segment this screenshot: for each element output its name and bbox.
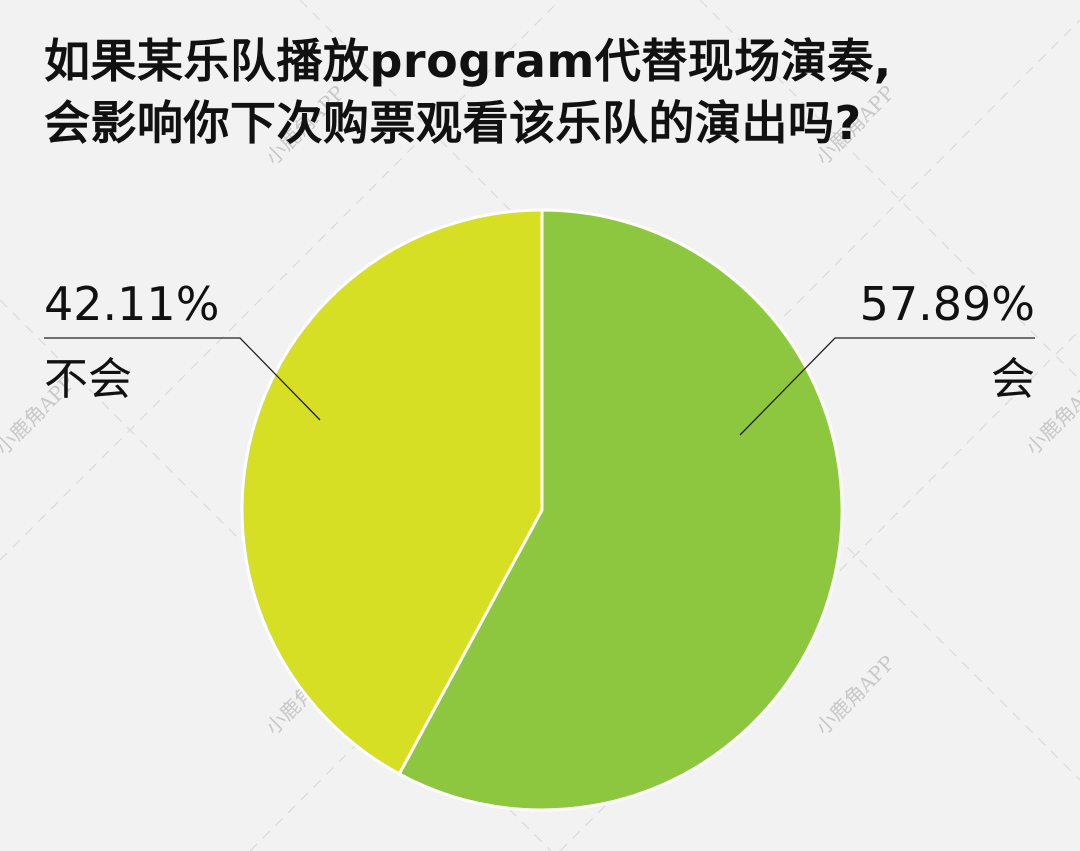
pie-slices <box>240 208 844 812</box>
slice-category-label-0: 会 <box>991 354 1035 405</box>
chart-title-line-2: 会影响你下次购票观看该乐队的演出吗? <box>44 96 862 150</box>
slice-percent-label-0: 57.89% <box>860 277 1035 331</box>
leader-line-1 <box>44 337 321 421</box>
watermark-text: 小鹿角APP <box>811 651 900 740</box>
watermark-line <box>299 0 1080 781</box>
watermark-line <box>249 19 1080 851</box>
leader-lines <box>44 337 1035 436</box>
slice-percent-label-1: 42.11% <box>44 277 219 331</box>
chart-title-line-1: 如果某乐队播放program代替现场演奏, <box>44 34 892 88</box>
slice-category-label-1: 不会 <box>44 354 132 405</box>
chart-title: 如果某乐队播放program代替现场演奏, 会影响你下次购票观看该乐队的演出吗? <box>44 30 1044 154</box>
watermark-line <box>0 0 561 561</box>
pie-slice-1 <box>240 208 544 776</box>
slice-labels: 57.89% 会 42.11% 不会 <box>44 277 1035 405</box>
leader-line-0 <box>739 337 1035 436</box>
pie-slice-0 <box>397 208 844 812</box>
